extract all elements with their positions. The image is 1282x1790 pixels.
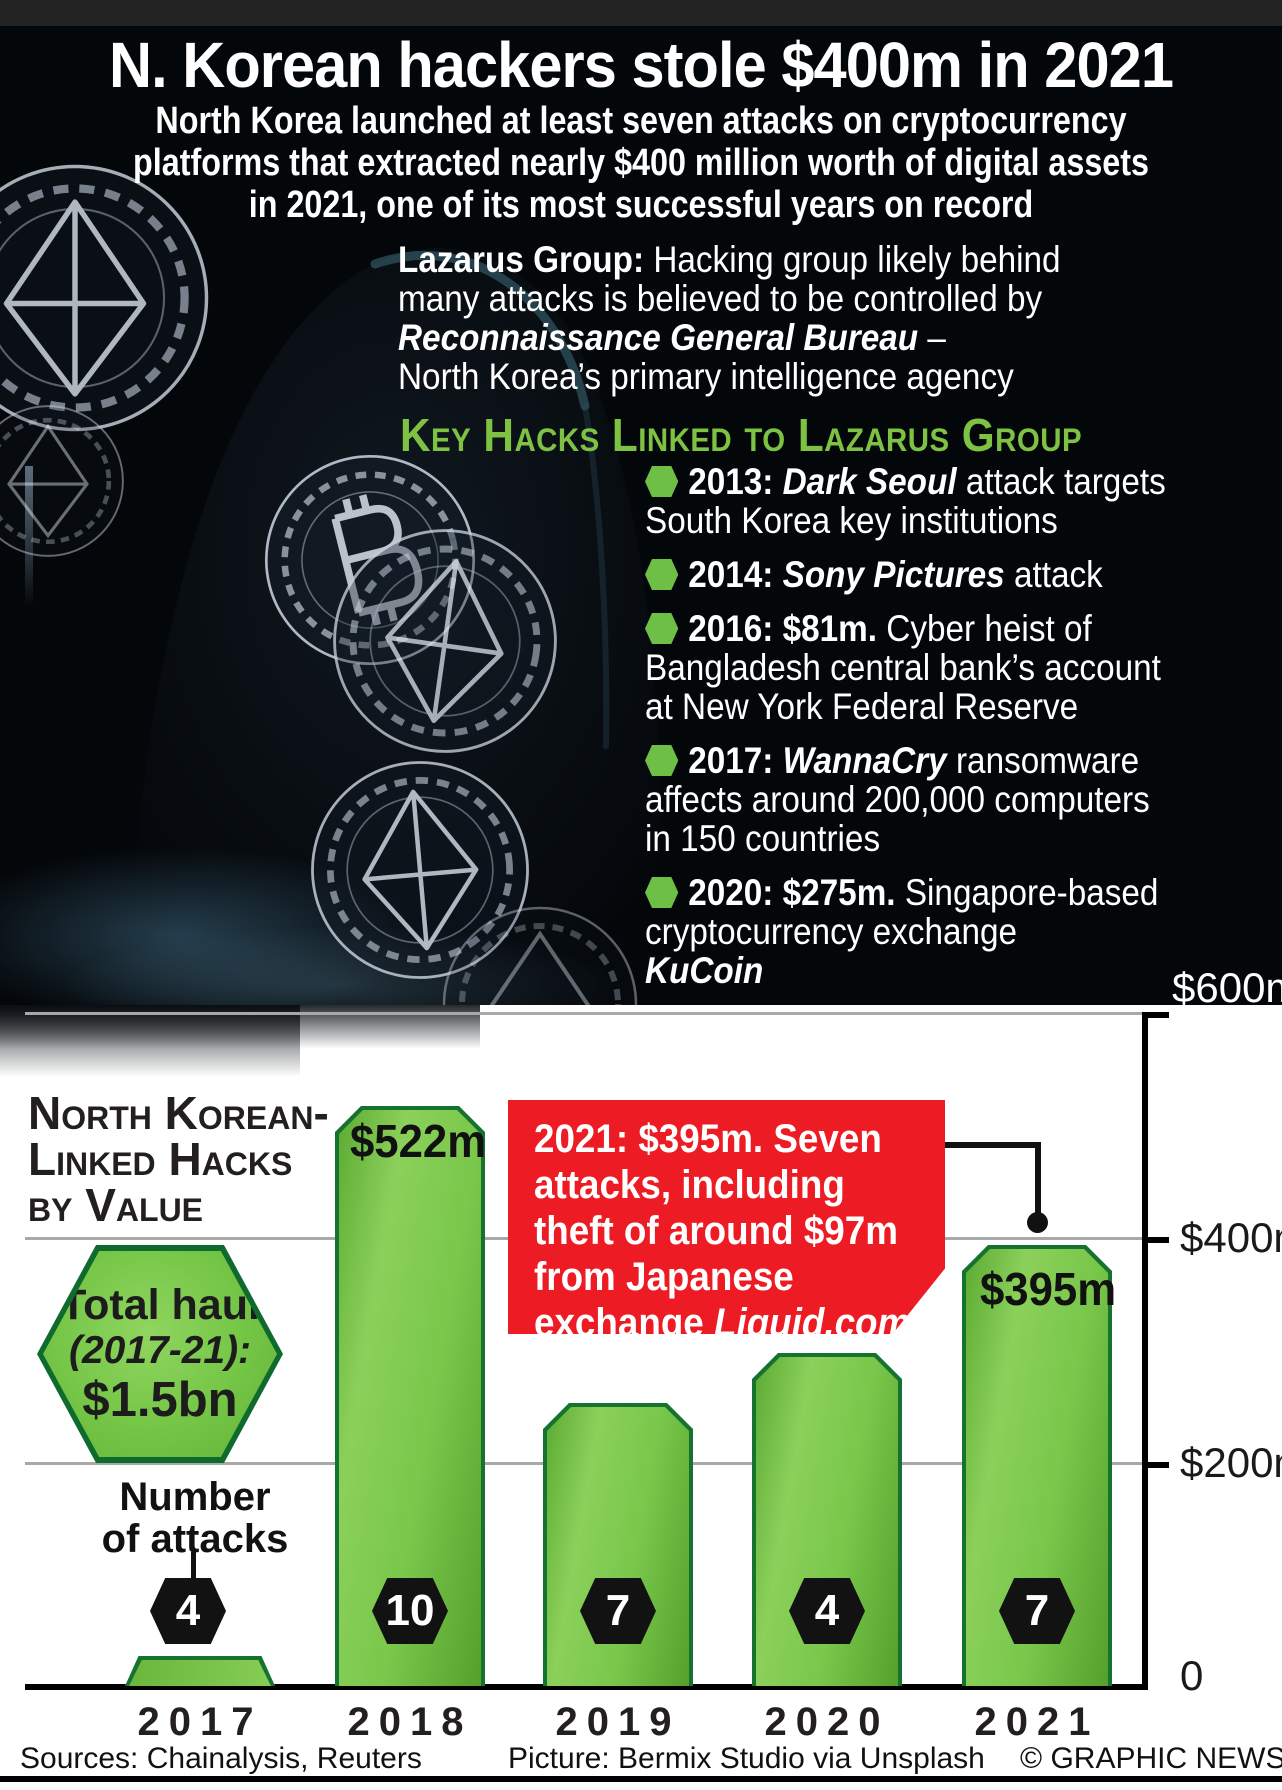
callout-connector-dot (1027, 1212, 1048, 1233)
y-axis-line (1142, 1012, 1148, 1690)
bar-value-label-2021: $395m (980, 1263, 1117, 1315)
y-axis-label-200m: $200m (1180, 1439, 1282, 1486)
total-haul-period: (2017-21): (68, 1329, 252, 1372)
attack-count-badge: 7 (580, 1578, 656, 1644)
subtitle-line: in 2021, one of its most successful year… (248, 184, 1034, 226)
hexagon-bullet-icon (645, 613, 679, 644)
subtitle-line: platforms that extracted nearly $400 mil… (133, 142, 1149, 184)
list-item: 2017: WannaCry ransomware affects around… (645, 740, 1150, 859)
y-axis-tick (1142, 1237, 1169, 1243)
ethereum-coin-icon (315, 511, 575, 771)
lazarus-group-paragraph: Lazarus Group: Hacking group likely behi… (398, 239, 1061, 397)
x-axis-baseline (25, 1684, 1148, 1690)
y-axis-tick (1142, 1012, 1169, 1018)
list-item: 2013: Dark Seoul attack targets South Ko… (645, 461, 1166, 541)
hero-section: N. Korean hackers stole $400m in 2021 No… (0, 26, 1282, 1005)
list-item: 2014: Sony Pictures attack (645, 555, 1131, 594)
subtitle-line: North Korea launched at least seven atta… (155, 100, 1127, 142)
laptop-screen-glow (0, 846, 420, 1005)
laptop-edge-light (25, 466, 33, 606)
x-axis-label-2018: 2018 (347, 1700, 473, 1744)
attack-count-badge: 10 (372, 1578, 448, 1644)
ethereum-coin-icon (0, 161, 212, 435)
total-haul-title: Total haul (60, 1281, 260, 1329)
y-axis-label-0: 0 (1180, 1652, 1204, 1699)
sources-credit: Sources: Chainalysis, Reuters (20, 1742, 422, 1775)
pointer-line (191, 1552, 196, 1582)
key-hacks-list: 2013: Dark Seoul attack targets South Ko… (645, 462, 1185, 1005)
y-axis-label-600m: $600m (1172, 964, 1282, 1005)
x-axis-label-2020: 2020 (764, 1700, 890, 1744)
ethereum-coin-icon (440, 904, 640, 1005)
list-item: 2016: $81m. Cyber heist of Bangladesh ce… (645, 608, 1161, 727)
bar-2017 (125, 1656, 275, 1686)
y-axis-label-400m: $400m (1180, 1214, 1282, 1261)
hexagon-bullet-icon (645, 877, 679, 908)
key-hacks-heading: Key Hacks Linked to Lazarus Group (400, 409, 1083, 461)
total-haul-value: $1.5bn (82, 1373, 238, 1427)
number-of-attacks-label: Number of attacks (101, 1475, 289, 1561)
x-axis-label-2017: 2017 (137, 1700, 263, 1744)
chart-title: North Korean- Linked Hacks by Value (28, 1087, 329, 1231)
ethereum-coin-icon (299, 749, 542, 992)
picture-credit: Picture: Bermix Studio via Unsplash (508, 1742, 985, 1775)
bar-value-label-2018: $522m (350, 1115, 487, 1167)
callout-connector-line (945, 1142, 1041, 1148)
hexagon-bullet-icon (645, 559, 679, 590)
callout-connector-line (1035, 1142, 1041, 1216)
page-title: N. Korean hackers stole $400m in 2021 (109, 29, 1174, 101)
attack-count-badge: 4 (789, 1578, 865, 1644)
hexagon-bullet-icon (645, 745, 679, 776)
bottom-rule (0, 1776, 1282, 1782)
total-haul-hexagon: Total haul (2017-21): $1.5bn (37, 1245, 283, 1463)
x-axis-label-2019: 2019 (555, 1700, 681, 1744)
x-axis-label-2021: 2021 (974, 1700, 1100, 1744)
ethereum-coin-icon (0, 403, 126, 559)
hooded-hacker-silhouette (125, 248, 662, 1005)
top-bar (0, 0, 1282, 26)
callout-2021: 2021: $395m. Seven attacks, including th… (508, 1100, 945, 1334)
list-item: 2020: $275m. Singapore-based cryptocurre… (645, 872, 1159, 991)
hexagon-bullet-icon (645, 466, 679, 497)
page-subtitle: North Korea launched at least seven atta… (96, 100, 1186, 226)
attack-count-badge: 4 (150, 1578, 226, 1644)
gridline-600m (25, 1012, 1142, 1015)
attack-count-badge: 7 (999, 1578, 1075, 1644)
y-axis-tick (1142, 1462, 1169, 1468)
graphic-news-credit: © GRAPHIC NEWS (1020, 1742, 1282, 1775)
